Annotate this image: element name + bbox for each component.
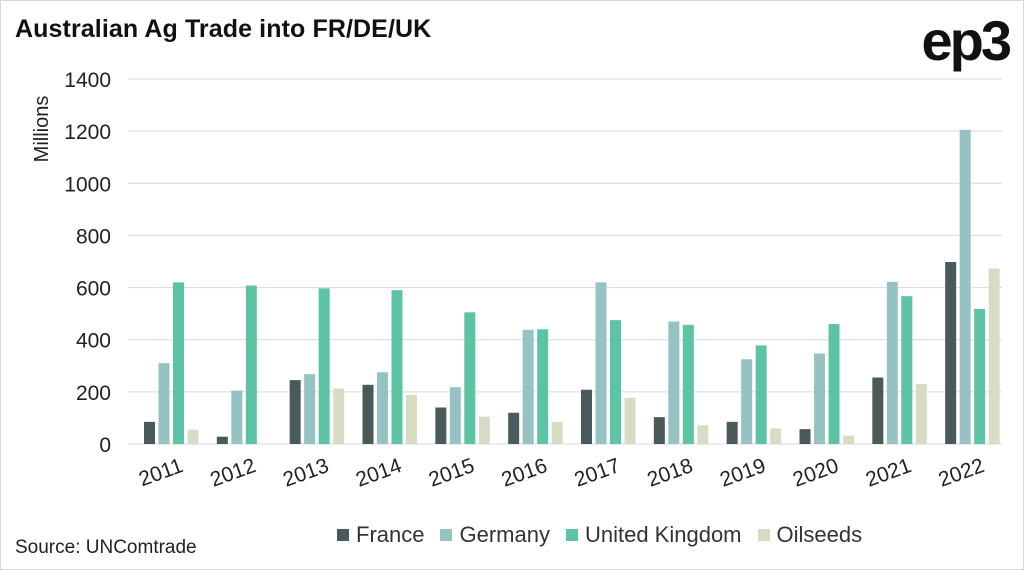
legend-label-united-kingdom: United Kingdom [584,522,742,547]
bar-france-2015 [435,407,447,444]
bar-france-2011 [144,421,155,444]
x-tick-label: 2015 [426,454,478,492]
y-tick-label: 800 [76,225,111,248]
bar-oilseeds-2015 [478,416,490,444]
bar-germany-2015 [449,387,461,444]
bar-france-2014 [362,384,374,444]
chart-title: Australian Ag Trade into FR/DE/UK [15,15,432,43]
legend-item-oilseeds: Oilseeds [757,522,863,548]
bar-oilseeds-2016 [551,421,563,444]
bar-germany-2016 [522,329,534,444]
bar-oilseeds-2013 [333,388,345,444]
legend-label-germany: Germany [459,522,550,547]
bar-germany-2017 [595,282,607,444]
bar-oilseeds-2022 [988,268,1000,444]
legend-label-oilseeds: Oilseeds [776,522,863,547]
bar-germany-2022 [959,129,971,444]
bar-oilseeds-2011 [187,429,199,444]
bar-united-kingdom-2021 [901,296,913,444]
y-axis-ticks: 0 200 400 600 800 1000 1200 1400 [64,69,111,457]
y-tick-label: 1000 [64,173,111,196]
bar-oilseeds-2019 [770,428,782,444]
bar-germany-2020 [814,353,825,444]
legend-swatch-oilseeds [757,529,770,541]
x-tick-label: 2020 [790,454,842,492]
bar-oilseeds-2020 [843,435,854,444]
y-tick-label: 600 [76,278,111,301]
bar-germany-2011 [158,363,170,444]
bar-france-2018 [653,417,665,444]
x-tick-label: 2018 [644,454,696,492]
bar-united-kingdom-2017 [610,320,621,444]
y-tick-label: 1200 [64,121,111,144]
legend-item-united-kingdom: United Kingdom [565,522,742,548]
bar-germany-2012 [231,390,243,444]
x-tick-label: 2014 [353,454,405,492]
legend-swatch-united-kingdom [565,529,578,541]
bar-united-kingdom-2011 [173,282,184,444]
bar-france-2022 [945,262,957,444]
bar-united-kingdom-2018 [682,324,694,444]
y-tick-label: 0 [99,434,111,457]
x-tick-label: 2013 [280,454,332,492]
legend-item-germany: Germany [440,522,550,548]
bar-united-kingdom-2012 [245,285,257,444]
bars [144,129,1000,444]
bar-united-kingdom-2019 [755,345,767,444]
y-tick-label: 1400 [64,69,111,92]
bar-france-2012 [216,436,228,444]
bar-united-kingdom-2022 [974,308,986,444]
x-tick-label: 2021 [863,454,915,492]
bar-germany-2019 [741,359,753,444]
y-tick-label: 200 [76,382,111,405]
x-tick-label: 2017 [571,454,623,492]
bar-france-2019 [726,421,738,444]
bar-france-2013 [289,380,301,444]
bar-oilseeds-2021 [915,384,927,444]
bar-united-kingdom-2014 [391,290,403,444]
legend-item-france: France [337,522,424,548]
bar-united-kingdom-2020 [828,324,840,444]
source-note: Source: UNComtrade [15,537,197,558]
bar-germany-2021 [886,281,898,444]
legend-swatch-germany [440,529,453,541]
x-tick-label: 2016 [499,454,551,492]
x-tick-label: 2019 [717,454,769,492]
x-tick-label: 2022 [936,454,988,492]
bar-france-2016 [508,412,520,444]
y-axis-label: Millions [31,96,53,163]
bar-france-2020 [799,429,811,444]
bar-germany-2018 [668,321,680,444]
y-tick-label: 400 [76,330,111,353]
bar-united-kingdom-2016 [537,329,549,444]
bar-germany-2014 [377,372,388,444]
legend-swatch-france [337,529,349,541]
x-tick-label: 2011 [136,454,186,491]
ep3-logo: ep3 [921,9,1012,72]
legend: France Germany United Kingdom Oilseeds [337,522,862,548]
legend-label-france: France [356,522,425,547]
bar-france-2021 [872,377,884,444]
x-tick-label: 2012 [207,454,259,492]
bar-germany-2013 [304,374,316,444]
bar-united-kingdom-2015 [464,312,476,444]
gridlines [128,78,1002,445]
bar-oilseeds-2014 [406,394,417,444]
bar-united-kingdom-2013 [318,288,330,444]
x-axis-ticks: 2011 2012 2013 2014 2015 2016 2017 2018 2019 2020… [136,454,987,492]
bar-oilseeds-2018 [697,425,709,444]
bar-oilseeds-2017 [624,397,636,444]
bar-france-2017 [581,389,592,444]
